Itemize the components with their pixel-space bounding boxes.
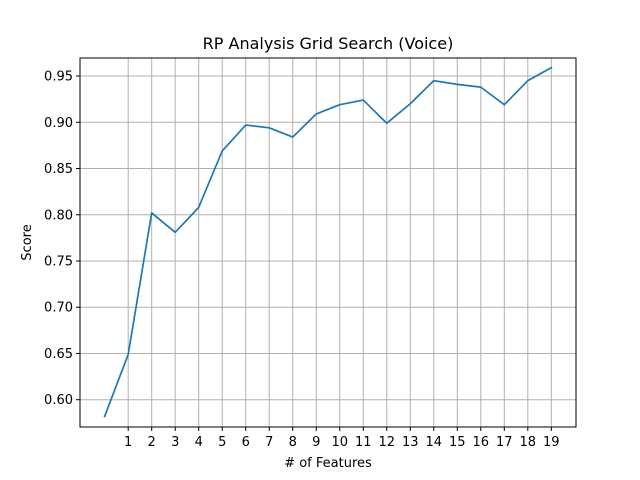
x-tick-label: 19 xyxy=(543,435,560,450)
x-tick-label: 4 xyxy=(195,435,203,450)
x-tick-label: 17 xyxy=(496,435,513,450)
x-tick-label: 9 xyxy=(312,435,320,450)
plot-frame xyxy=(79,57,577,428)
y-tick-label: 0.80 xyxy=(44,208,73,223)
x-tick-label: 1 xyxy=(124,435,132,450)
x-axis-label: # of Features xyxy=(284,456,372,471)
grid xyxy=(80,58,576,427)
x-tick-label: 15 xyxy=(449,435,466,450)
x-tick-label: 10 xyxy=(331,435,348,450)
x-tick-label: 11 xyxy=(355,435,372,450)
y-tick-label: 0.60 xyxy=(44,393,73,408)
x-tick-label: 14 xyxy=(426,435,443,450)
x-tick-label: 18 xyxy=(520,435,537,450)
x-tick-label: 13 xyxy=(402,435,419,450)
y-tick-label: 0.90 xyxy=(44,116,73,131)
x-tick-label: 12 xyxy=(378,435,395,450)
x-tick-label: 6 xyxy=(242,435,250,450)
x-tick-label: 3 xyxy=(171,435,179,450)
x-tick-label: 2 xyxy=(148,435,156,450)
x-tick-label: 7 xyxy=(265,435,273,450)
x-tick-label: 8 xyxy=(289,435,297,450)
x-tick-label: 16 xyxy=(473,435,490,450)
y-tick-label: 0.95 xyxy=(44,70,73,85)
series-layer xyxy=(103,66,553,418)
x-tick-label: 5 xyxy=(218,435,226,450)
series-line xyxy=(103,66,553,418)
y-axis-label: Score xyxy=(20,224,35,260)
x-axis-ticks: 1 2 3 4 5 6 7 8 9 10 11 12 13 14 15 16 17 18 19 xyxy=(124,427,560,450)
y-tick-label: 0.65 xyxy=(44,347,73,362)
y-tick-label: 0.85 xyxy=(44,162,73,177)
y-tick-label: 0.70 xyxy=(44,301,73,316)
y-axis-ticks: 0.60 0.65 0.70 0.75 0.80 0.85 0.90 0.95 xyxy=(44,70,80,408)
chart-title: RP Analysis Grid Search (Voice) xyxy=(203,34,454,53)
y-tick-label: 0.75 xyxy=(44,254,73,269)
